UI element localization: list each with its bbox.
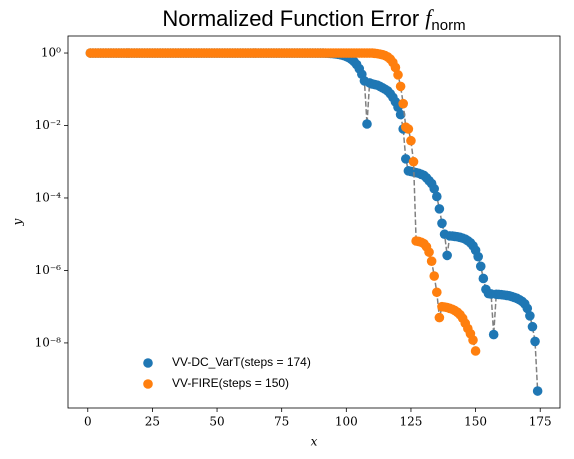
legend-marker [143, 379, 153, 389]
point [478, 273, 489, 284]
point [424, 247, 434, 257]
point [437, 218, 447, 229]
x-tick-label: 50 [209, 415, 224, 429]
x-tick-label: 75 [274, 415, 289, 429]
x-tick-label: 100 [335, 415, 358, 429]
chart-title: Normalized Function Error fnorm [162, 5, 465, 34]
legend-label: VV-FIRE(steps = 150) [172, 376, 289, 390]
point [362, 119, 372, 129]
point [475, 261, 486, 272]
x-axis-label: x [311, 435, 318, 449]
title-math: f [425, 5, 434, 30]
point [434, 204, 445, 214]
point [488, 329, 499, 340]
point [530, 336, 540, 347]
point [393, 70, 403, 80]
point [426, 256, 437, 266]
y-tick-label: 10⁰ [41, 46, 61, 60]
point [532, 386, 543, 396]
legend-label: VV-DC_VarT(steps = 174) [172, 355, 311, 369]
legend-marker [143, 358, 153, 368]
title-sub: norm [431, 17, 465, 34]
point [408, 156, 419, 167]
point [390, 62, 401, 73]
point [525, 311, 535, 321]
plot-frame [67, 35, 561, 409]
point [395, 109, 406, 120]
y-tick-label: 10⁻⁸ [35, 335, 62, 349]
point [527, 321, 538, 332]
point [432, 287, 442, 298]
y-tick-label: 10⁻² [35, 118, 62, 132]
y-axis-label: y [11, 218, 25, 226]
x-tick-label: 25 [145, 415, 160, 429]
x-tick-label: 125 [399, 415, 422, 429]
point [400, 154, 411, 164]
x-tick-label: 0 [84, 415, 92, 429]
point [429, 271, 440, 281]
point [403, 124, 414, 134]
point [470, 346, 481, 356]
point [442, 250, 452, 261]
y-tick-label: 10⁻⁶ [35, 263, 62, 277]
point [473, 251, 483, 262]
title-text: Normalized Function Error [162, 6, 419, 31]
point [398, 98, 408, 109]
point [434, 312, 445, 323]
point [522, 303, 533, 314]
x-tick-label: 175 [529, 415, 552, 429]
point [406, 135, 416, 146]
y-tick-label: 10⁻⁴ [35, 190, 62, 204]
point [395, 81, 406, 92]
x-tick-label: 150 [464, 415, 487, 429]
point [429, 183, 440, 194]
point [468, 335, 478, 345]
point [432, 191, 442, 202]
